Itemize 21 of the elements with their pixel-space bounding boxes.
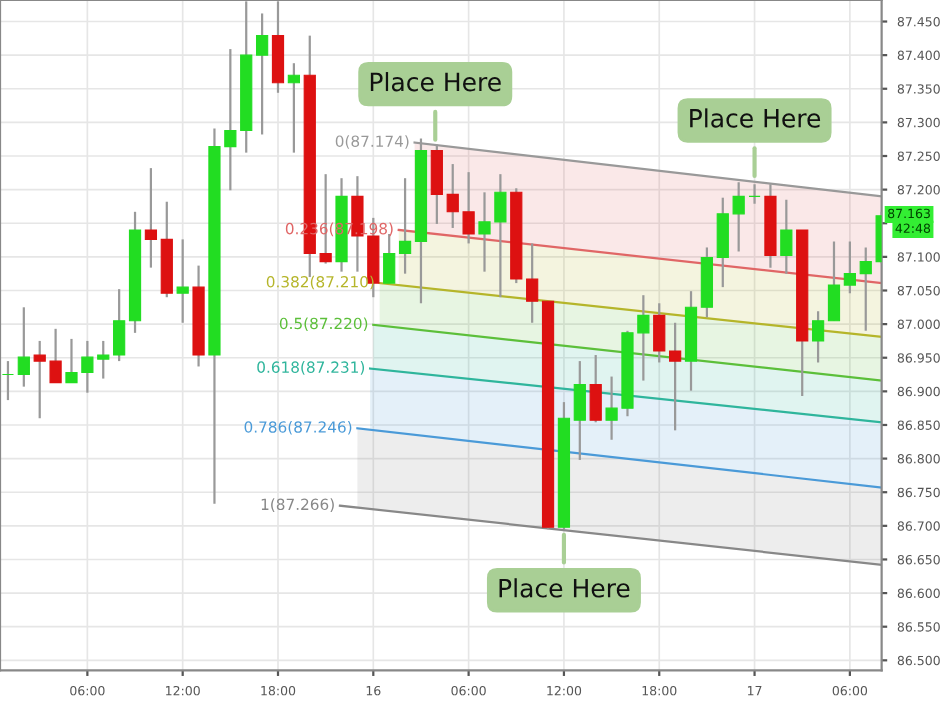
candlestick bbox=[255, 12, 269, 136]
candlestick bbox=[589, 353, 602, 424]
candlestick bbox=[780, 198, 793, 275]
candlestick bbox=[1, 359, 15, 402]
candlestick bbox=[398, 177, 412, 275]
candlestick bbox=[271, 0, 285, 94]
candlestick bbox=[811, 310, 825, 364]
annotation: Place Here bbox=[370, 72, 501, 92]
annotation: Place Here bbox=[690, 108, 821, 128]
candlestick bbox=[17, 306, 30, 388]
annotation: Place Here bbox=[499, 578, 630, 598]
candlestick bbox=[669, 321, 682, 432]
candlestick bbox=[843, 240, 856, 295]
candlestick bbox=[827, 240, 841, 322]
candlestick bbox=[113, 288, 126, 363]
candlestick bbox=[176, 238, 189, 324]
candlestick bbox=[573, 359, 586, 462]
candlestick bbox=[287, 62, 300, 154]
candlestick bbox=[144, 167, 158, 269]
candlestick bbox=[653, 302, 666, 364]
candlestick bbox=[526, 242, 539, 324]
